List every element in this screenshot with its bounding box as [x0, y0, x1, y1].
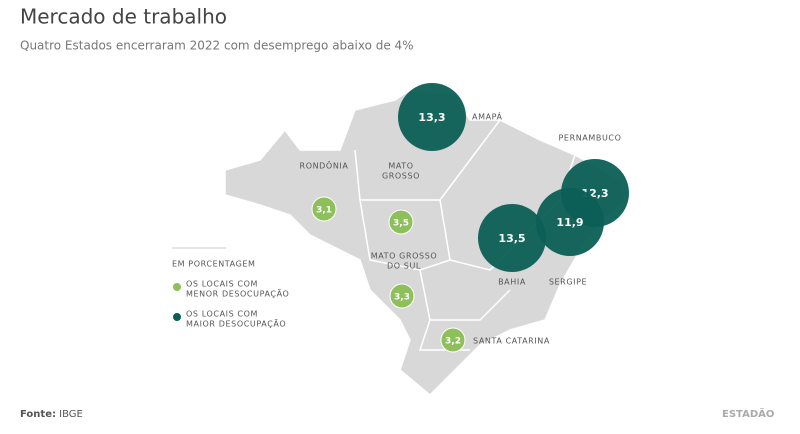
title: Mercado de trabalho — [20, 5, 227, 29]
value-label: 3,5 — [393, 219, 409, 229]
state-name: MATO GROSSO — [371, 252, 438, 261]
state-name: SANTA CATARINA — [473, 337, 550, 346]
legend-label: MAIOR DESOCUPAÇÃO — [186, 319, 286, 329]
state-name: BAHIA — [498, 278, 526, 287]
value-label: 13,3 — [418, 111, 445, 124]
value-label: 13,5 — [498, 232, 525, 245]
legend-label: OS LOCAIS COM — [186, 310, 258, 319]
value-label: 3,1 — [316, 206, 332, 216]
state-name: AMAPÁ — [472, 111, 503, 122]
value-label: 3,2 — [445, 337, 461, 347]
state-name: GROSSO — [382, 172, 420, 181]
state-name: DO SUL — [387, 262, 421, 271]
brand: ESTADÃO — [722, 407, 774, 420]
value-label: 3,3 — [394, 293, 410, 303]
legend-title: EM PORCENTAGEM — [172, 260, 256, 269]
state-name: RONDÔNIA — [300, 160, 349, 171]
legend-label: MENOR DESOCUPAÇÃO — [186, 289, 289, 299]
legend-label: OS LOCAIS COM — [186, 280, 258, 289]
state-bubble — [388, 209, 414, 235]
state-bubble — [536, 188, 604, 256]
state-name: MATO — [388, 162, 413, 171]
subtitle: Quatro Estados encerraram 2022 com desem… — [20, 39, 414, 53]
value-label: 11,9 — [556, 216, 583, 229]
state-bubble — [440, 327, 466, 353]
source-label: Fonte: — [20, 409, 56, 420]
state-bubble — [398, 83, 466, 151]
source-name: IBGE — [59, 409, 83, 420]
map-points: 13,3 AMAPÁ12,3PERNAMBUCO11,9SERGIPE13,5BA… — [300, 83, 629, 353]
source: Fonte: IBGE — [20, 409, 83, 420]
legend-swatch — [173, 283, 181, 291]
state-bubble — [389, 283, 415, 309]
state-bubble — [311, 196, 337, 222]
state-name: SERGIPE — [549, 278, 587, 287]
legend-swatch — [173, 313, 181, 321]
state-bubble — [478, 204, 546, 272]
state-name: PERNAMBUCO — [558, 134, 621, 143]
